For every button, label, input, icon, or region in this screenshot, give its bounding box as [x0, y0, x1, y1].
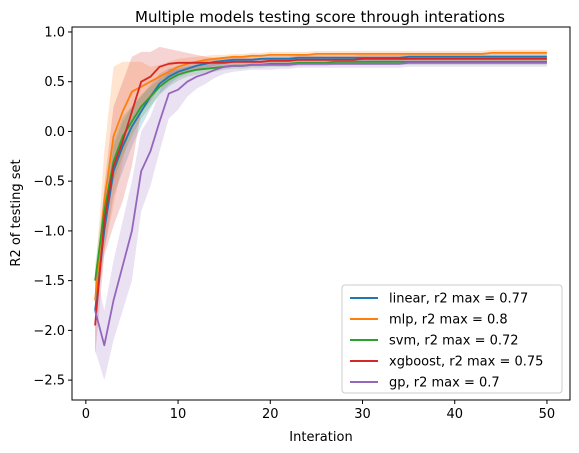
x-tick-label: 30	[354, 407, 371, 422]
plot-frame	[71, 26, 571, 401]
y-axis-ticks: −2.5 −2.0 −1.5 −1.0 −0.5 0.0 0.5 1.0	[33, 25, 72, 389]
band-xgboost	[95, 46, 547, 356]
x-tick-label: 20	[262, 407, 279, 422]
series-line-gp	[94, 61, 547, 347]
x-axis-label: Interation	[289, 430, 352, 445]
series-line-mlp	[94, 52, 547, 301]
legend-frame	[341, 284, 563, 394]
x-tick-label: 0	[82, 407, 90, 422]
chart-title: Multiple models testing score through in…	[135, 8, 505, 26]
y-tick-label: −2.5	[33, 374, 65, 389]
series-line-svm	[94, 60, 547, 281]
x-tick-label: 50	[539, 407, 556, 422]
legend-entry-xgboost: xgboost, r2 max = 0.75	[389, 355, 543, 370]
band-mlp	[95, 49, 547, 321]
y-tick-label: −2.0	[33, 324, 65, 339]
series-line-xgboost	[94, 57, 547, 326]
y-tick-label: 1.0	[44, 25, 65, 40]
legend-entry-svm: svm, r2 max = 0.72	[389, 334, 519, 349]
series-lines	[94, 52, 547, 347]
y-tick-label: 0.5	[44, 75, 65, 90]
x-tick-label: 10	[170, 407, 187, 422]
y-tick-label: 0.0	[44, 125, 65, 140]
legend-entry-linear: linear, r2 max = 0.77	[389, 292, 528, 307]
legend-entry-mlp: mlp, r2 max = 0.8	[389, 313, 508, 328]
x-tick-label: 40	[446, 407, 463, 422]
y-tick-label: −1.0	[33, 224, 65, 239]
y-tick-label: −1.5	[33, 274, 65, 289]
x-axis-ticks: 0 10 20 30 40 50	[82, 400, 556, 422]
confidence-bands	[95, 46, 547, 381]
y-tick-label: −0.5	[33, 175, 65, 190]
legend-entry-gp: gp, r2 max = 0.7	[389, 376, 500, 391]
y-axis-label: R2 of testing set	[9, 159, 24, 266]
series-line-linear	[94, 55, 547, 311]
legend: linear, r2 max = 0.77 mlp, r2 max = 0.8 sv…	[341, 284, 563, 394]
